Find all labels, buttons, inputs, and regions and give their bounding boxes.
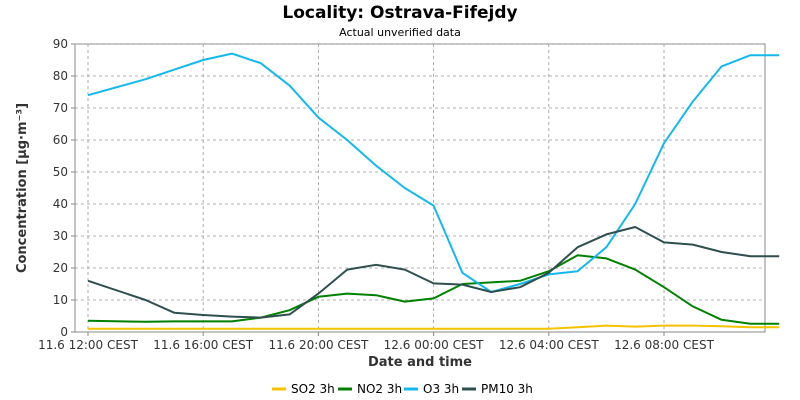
y-tick-label: 60 bbox=[53, 133, 68, 147]
y-tick-label: 20 bbox=[53, 261, 68, 275]
series-lines bbox=[87, 52, 780, 330]
legend-label: SO2 3h bbox=[291, 382, 335, 396]
y-tick-label: 0 bbox=[60, 325, 68, 339]
grid bbox=[75, 43, 765, 332]
y-tick-label: 30 bbox=[53, 229, 68, 243]
legend-label: NO2 3h bbox=[357, 382, 402, 396]
chart-subtitle: Actual unverified data bbox=[339, 26, 461, 39]
y-tick-label: 50 bbox=[53, 165, 68, 179]
x-tick-label: 12.6 04:00 CEST bbox=[499, 338, 600, 352]
legend-label: PM10 3h bbox=[481, 382, 533, 396]
legend-item: SO2 3h bbox=[272, 382, 335, 396]
y-tick-label: 90 bbox=[53, 37, 68, 51]
legend-item: O3 3h bbox=[404, 382, 459, 396]
y-tick-label: 10 bbox=[53, 293, 68, 307]
legend-label: O3 3h bbox=[423, 382, 459, 396]
x-tick-label: 11.6 20:00 CEST bbox=[268, 338, 369, 352]
x-tick-label: 12.6 08:00 CEST bbox=[614, 338, 715, 352]
y-axis-label: Concentration [µg·m⁻³] bbox=[15, 103, 30, 273]
x-ticks: 11.6 12:00 CEST 11.6 16:00 CEST 11.6 20:00… bbox=[38, 332, 715, 352]
x-tick-label: 12.6 00:00 CEST bbox=[384, 338, 485, 352]
x-tick-label: 11.6 16:00 CEST bbox=[153, 338, 254, 352]
series-line-no2-3h bbox=[87, 254, 780, 325]
chart-title: Locality: Ostrava-Fifejdy bbox=[282, 3, 517, 23]
legend-item: PM10 3h bbox=[462, 382, 533, 396]
plot-area bbox=[74, 43, 766, 333]
series-line-o3-3h bbox=[87, 52, 780, 293]
x-axis-label: Date and time bbox=[368, 355, 472, 370]
x-tick-label: 11.6 12:00 CEST bbox=[38, 338, 139, 352]
y-tick-label: 40 bbox=[53, 197, 68, 211]
series-line-so2-3h bbox=[88, 324, 780, 330]
y-tick-label: 70 bbox=[53, 101, 68, 115]
y-ticks: 0 10 20 30 40 50 60 70 80 90 bbox=[53, 37, 75, 339]
y-tick-label: 80 bbox=[53, 69, 68, 83]
legend: SO2 3h NO2 3h O3 3h PM10 3h bbox=[272, 382, 533, 396]
series-line-pm10-3h bbox=[87, 226, 780, 319]
legend-item: NO2 3h bbox=[338, 382, 402, 396]
